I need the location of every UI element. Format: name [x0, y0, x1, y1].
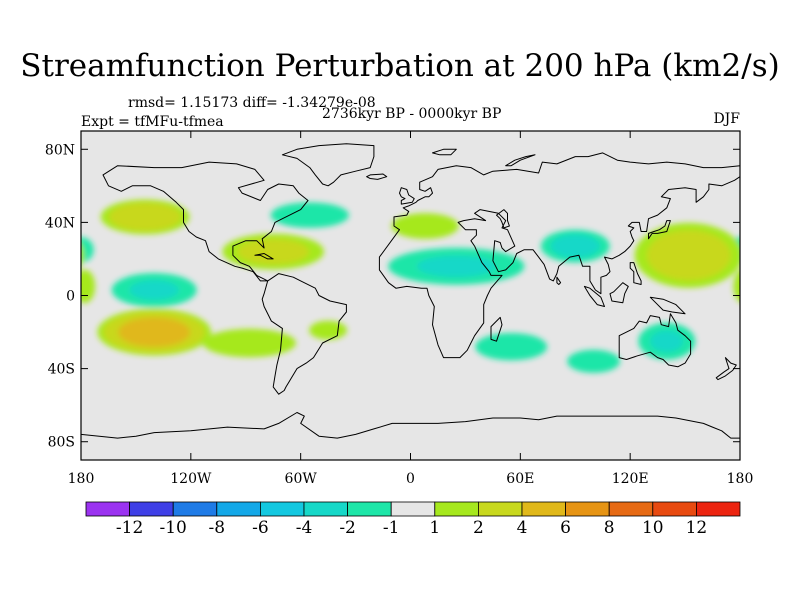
period-label: 2736kyr BP - 0000kyr BP — [322, 106, 502, 122]
anomaly-band — [650, 330, 684, 352]
colorbar-swatch — [608, 501, 654, 517]
anomaly-band — [237, 238, 310, 265]
colorbar-swatch — [477, 501, 523, 517]
plot-area — [0, 130, 741, 461]
colorbar-label: -2 — [339, 518, 356, 538]
anomaly-band — [81, 237, 94, 263]
colorbar-swatch — [259, 501, 305, 517]
lat-tick-label: 80S — [48, 435, 75, 451]
anomaly-band — [417, 255, 496, 277]
lat-tick-label: 40S — [48, 362, 75, 378]
colorbar-label: -4 — [296, 518, 313, 538]
anomaly-band — [309, 320, 348, 340]
anomaly-band — [551, 234, 600, 258]
coastline-borneo — [609, 282, 629, 304]
anomaly-band — [391, 213, 459, 239]
colorbar-swatch — [696, 501, 741, 517]
colorbar-swatch — [172, 501, 218, 517]
anomaly-band — [129, 280, 179, 300]
coastline-australia — [618, 313, 692, 368]
colorbar-swatch — [434, 501, 479, 517]
axis-ticks: 80N 40N 0 40S 80S 180 120W 60W 0 60E 120E 180 — [45, 131, 753, 487]
coastline-antarctica — [81, 412, 740, 439]
anomaly-band — [646, 230, 731, 281]
colorbar-label: 8 — [604, 518, 615, 538]
colorbar: -12 -10 -8 -6 -4 -2 -1 1 2 4 6 8 10 12 — [85, 501, 741, 538]
colorbar-swatch — [303, 501, 348, 517]
anomaly-band — [733, 270, 740, 303]
anomaly-band — [202, 328, 296, 358]
anomaly-band — [475, 333, 548, 361]
anomaly-band — [108, 202, 182, 232]
coastline-sri-lanka — [556, 276, 562, 285]
coastline-iceland — [366, 173, 388, 180]
colorbar-label: 12 — [686, 518, 708, 538]
colorbar-swatch — [347, 501, 392, 517]
stats-label: rmsd= 1.15173 diff= -1.34279e-08 — [128, 95, 376, 111]
colorbar-label: -6 — [252, 518, 269, 538]
coastline-north-america — [102, 161, 309, 282]
lon-tick-label: 60W — [285, 471, 318, 487]
colorbar-swatch — [85, 501, 130, 517]
lat-tick-label: 40N — [45, 215, 75, 231]
colorbar-swatch — [652, 501, 697, 517]
lon-tick-label: 120E — [612, 471, 649, 487]
coastline-new-guinea — [649, 296, 686, 315]
colorbar-swatch — [216, 501, 261, 517]
experiment-label: Expt = tfMFu-tfmea — [81, 114, 224, 130]
anomaly-band — [81, 269, 96, 304]
colorbar-label: -12 — [116, 518, 143, 538]
lat-tick-label: 0 — [66, 289, 75, 305]
coastline-cuba — [254, 253, 274, 260]
coastline-sumatra — [583, 285, 605, 307]
lon-tick-label: 180 — [68, 471, 95, 487]
lon-tick-label: 0 — [406, 471, 415, 487]
anomaly-band — [118, 317, 191, 347]
anomaly-field — [0, 199, 740, 373]
season-label: DJF — [713, 111, 740, 127]
colorbar-swatch — [565, 501, 610, 517]
lon-tick-label: 180 — [727, 471, 754, 487]
coastline-south-america — [261, 273, 347, 395]
colorbar-swatch — [129, 501, 174, 517]
coastline-great-britain — [399, 187, 415, 205]
coastline-madagascar — [490, 316, 503, 342]
coastline-novaya-zemlya — [505, 154, 536, 167]
colorbar-swatch — [521, 501, 566, 517]
coastline-eurasia-africa — [378, 152, 740, 359]
anomaly-band — [270, 202, 349, 228]
lon-tick-label: 120W — [170, 471, 212, 487]
colorbar-label: 2 — [473, 518, 484, 538]
anomaly-band — [81, 245, 84, 266]
lat-tick-label: 80N — [45, 142, 75, 158]
coastline-svalbard — [432, 148, 457, 156]
coastline-new-zealand — [715, 357, 737, 381]
coastline-philippines — [629, 262, 642, 285]
colorbar-swatch — [390, 501, 436, 517]
colorbar-label: 1 — [429, 518, 440, 538]
coastline-greenland — [281, 143, 375, 187]
lon-tick-label: 60E — [506, 471, 534, 487]
coastlines — [81, 143, 740, 439]
anomaly-band — [0, 230, 72, 280]
colorbar-label: 10 — [642, 518, 664, 538]
coastline-japan — [648, 220, 671, 240]
anomaly-band — [567, 349, 620, 373]
colorbar-label: -10 — [160, 518, 187, 538]
coastline-caspian-sea — [496, 209, 510, 229]
colorbar-label: -1 — [383, 518, 400, 538]
colorbar-label: 6 — [560, 518, 571, 538]
colorbar-label: 4 — [517, 518, 528, 538]
colorbar-label: -8 — [209, 518, 226, 538]
chart-title: Streamfunction Perturbation at 200 hPa (… — [20, 48, 780, 84]
